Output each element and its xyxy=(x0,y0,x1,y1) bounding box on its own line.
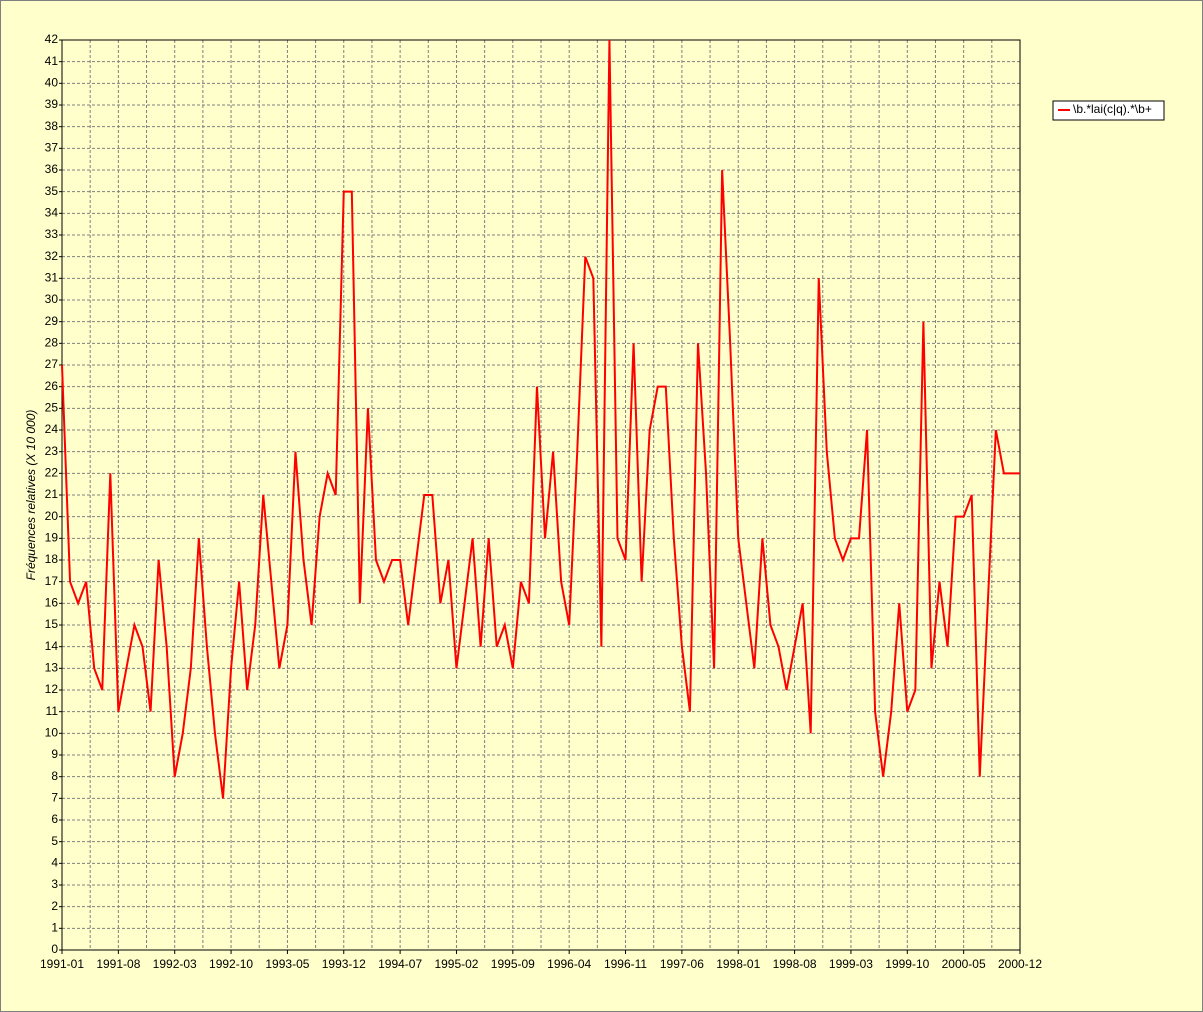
y-tick-label: 14 xyxy=(45,639,59,653)
y-tick-label: 21 xyxy=(45,487,59,501)
x-tick-label: 1992-03 xyxy=(153,957,197,971)
y-tick-label: 35 xyxy=(45,184,59,198)
y-tick-label: 16 xyxy=(45,596,59,610)
y-tick-label: 41 xyxy=(45,54,59,68)
x-tick-label: 1996-11 xyxy=(604,957,647,971)
x-tick-label: 1999-03 xyxy=(829,957,873,971)
y-tick-label: 15 xyxy=(45,617,59,631)
y-tick-label: 29 xyxy=(45,314,59,328)
x-tick-label: 1993-12 xyxy=(322,957,366,971)
y-tick-label: 34 xyxy=(45,206,59,220)
y-tick-label: 19 xyxy=(45,531,59,545)
x-tick-label: 1991-08 xyxy=(96,957,140,971)
x-tick-label: 2000-12 xyxy=(998,957,1042,971)
y-tick-label: 24 xyxy=(45,422,59,436)
data-line xyxy=(61,39,1020,799)
y-tick-label: 20 xyxy=(45,509,59,523)
y-tick-label: 18 xyxy=(45,552,59,566)
y-tick-label: 28 xyxy=(45,336,59,350)
y-tick-label: 9 xyxy=(51,747,58,761)
y-tick-label: 22 xyxy=(45,466,59,480)
y-tick-label: 32 xyxy=(45,249,59,263)
legend xyxy=(1052,100,1165,121)
y-tick-label: 10 xyxy=(45,726,59,740)
y-tick-label: 25 xyxy=(45,401,59,415)
y-tick-label: 5 xyxy=(51,834,58,848)
x-tick-label: 1995-02 xyxy=(434,957,478,971)
y-tick-label: 33 xyxy=(45,227,59,241)
x-tick-label: 1991-01 xyxy=(40,957,84,971)
x-tick-label: 1998-08 xyxy=(773,957,817,971)
x-tick-label: 1997-06 xyxy=(660,957,704,971)
y-tick-label: 4 xyxy=(51,856,58,870)
y-tick-label: 37 xyxy=(45,141,59,155)
y-tick-label: 3 xyxy=(51,877,58,891)
x-tick-label: 1999-10 xyxy=(885,957,929,971)
x-tick-label: 2000-05 xyxy=(942,957,986,971)
x-tick-label: 1992-10 xyxy=(209,957,253,971)
y-tick-label: 0 xyxy=(51,942,58,956)
y-tick-label: 36 xyxy=(45,162,59,176)
y-tick-label: 40 xyxy=(45,76,59,90)
y-tick-label: 17 xyxy=(45,574,59,588)
y-tick-label: 7 xyxy=(51,791,58,805)
legend-label: \b.*lai(c|q).*\b+ xyxy=(1073,102,1152,116)
y-tick-label: 39 xyxy=(45,97,59,111)
y-tick-label: 12 xyxy=(45,682,59,696)
y-tick-label: 13 xyxy=(45,661,59,675)
x-tick-label: 1995-09 xyxy=(491,957,535,971)
y-tick-label: 1 xyxy=(51,921,58,935)
y-tick-label: 8 xyxy=(51,769,58,783)
y-tick-label: 31 xyxy=(45,271,59,285)
x-tick-label: 1996-04 xyxy=(547,957,591,971)
y-tick-label: 2 xyxy=(51,899,58,913)
y-tick-label: 26 xyxy=(45,379,59,393)
x-tick-label: 1994-07 xyxy=(378,957,422,971)
y-tick-label: 23 xyxy=(45,444,59,458)
y-tick-label: 30 xyxy=(45,292,59,306)
y-axis-label: Fréquences relatives (X 10 000) xyxy=(24,410,38,581)
y-tick-label: 42 xyxy=(45,32,59,46)
x-tick-label: 1993-05 xyxy=(265,957,309,971)
x-tick-label: 1998-01 xyxy=(716,957,760,971)
y-tick-label: 11 xyxy=(46,704,59,718)
y-tick-label: 6 xyxy=(51,812,58,826)
y-tick-label: 38 xyxy=(45,119,59,133)
y-tick-label: 27 xyxy=(45,357,59,371)
